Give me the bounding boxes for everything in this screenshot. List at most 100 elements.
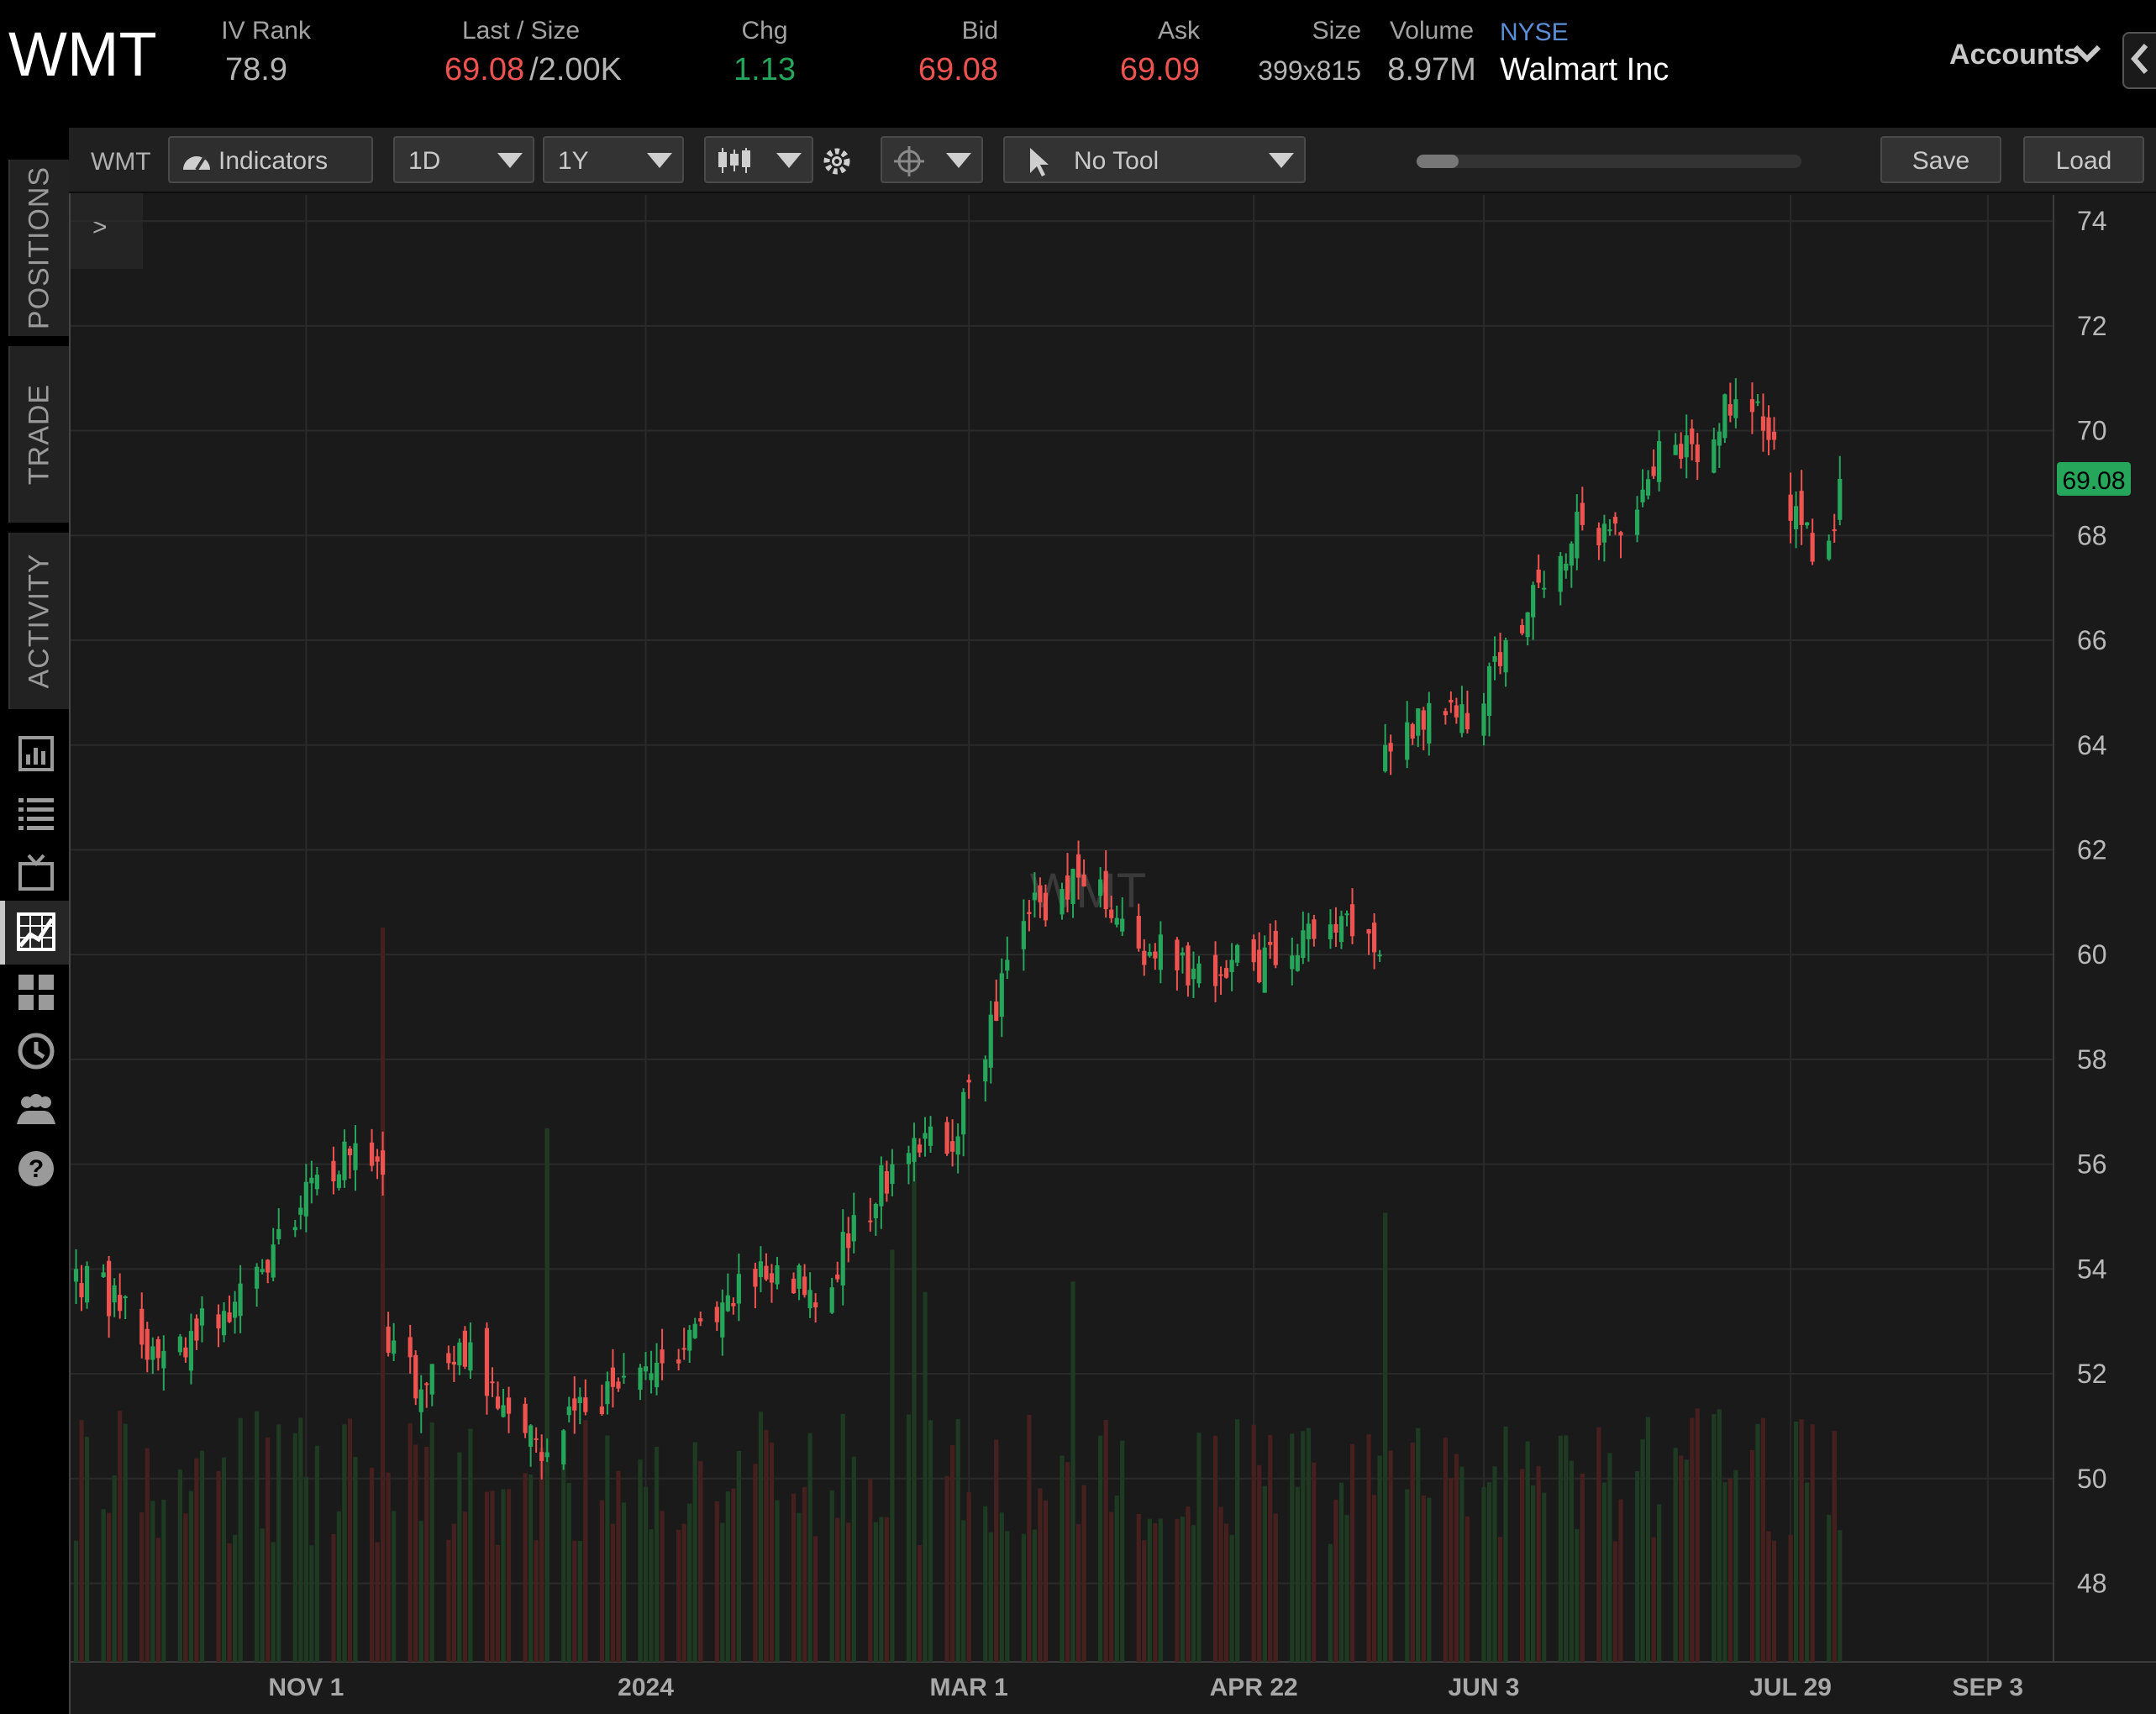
accounts-menu[interactable]: Accounts (1949, 39, 2080, 71)
zoom-slider[interactable] (1417, 155, 1801, 168)
range-value: 1Y (558, 147, 589, 175)
volume-bar (764, 1429, 769, 1662)
candle (884, 1171, 889, 1194)
candle (145, 1328, 150, 1360)
tab-activity[interactable]: ACTIVITY (8, 533, 69, 709)
candle (408, 1337, 413, 1358)
volume-bar (1717, 1409, 1722, 1662)
collapse-header-button[interactable] (2122, 32, 2156, 89)
volume-bar (687, 1503, 692, 1662)
candle (1575, 512, 1580, 559)
candle (917, 1144, 923, 1153)
candle (392, 1340, 397, 1354)
zoom-slider-thumb[interactable] (1417, 155, 1459, 168)
volume-bar (123, 1423, 128, 1662)
tv-icon[interactable] (13, 850, 59, 896)
volume-bar (1338, 1482, 1344, 1662)
volume-bar (846, 1522, 851, 1662)
volume-bar (112, 1475, 117, 1662)
help-icon[interactable]: ? (13, 1146, 59, 1191)
candle (266, 1259, 271, 1273)
candle (988, 1014, 993, 1068)
candle (1349, 904, 1355, 937)
header-symbol[interactable]: WMT (8, 19, 157, 89)
volume-bar (266, 1437, 271, 1662)
candle (1793, 506, 1799, 529)
save-button[interactable]: Save (1880, 136, 2001, 183)
volume-bar (736, 1450, 741, 1662)
volume-bar (1262, 1485, 1267, 1662)
interval-select[interactable]: 1D (393, 136, 534, 183)
last-size: /2.00K (529, 52, 622, 87)
iv-rank-value: 78.9 (225, 52, 287, 87)
volume-bar (1607, 1453, 1612, 1662)
candle (1684, 435, 1689, 458)
toolbar-symbol[interactable]: WMT (91, 148, 151, 176)
volume-bar (643, 1486, 649, 1662)
candle (983, 1059, 988, 1082)
y-tick-label: 70 (2077, 416, 2107, 446)
volume-bar (1158, 1518, 1163, 1662)
volume-bar (336, 1511, 342, 1662)
volume-bar (1575, 1528, 1580, 1662)
candle (490, 1381, 495, 1384)
volume-bar (616, 1470, 621, 1662)
drawing-tool-select[interactable]: No Tool (1003, 136, 1306, 183)
bid-value[interactable]: 69.08 (918, 52, 998, 87)
bid-cell: Bid 69.08 (899, 17, 998, 88)
candle (1481, 703, 1486, 736)
candle (1005, 960, 1010, 971)
candle (1027, 912, 1032, 914)
volume-bar (1558, 1435, 1563, 1662)
community-icon[interactable] (13, 1087, 59, 1133)
x-tick-label: JUN 3 (1448, 1674, 1519, 1701)
candle (1443, 711, 1448, 716)
volume-bar (1695, 1408, 1700, 1662)
volume-bar (79, 1420, 84, 1662)
ask-value[interactable]: 69.09 (1119, 52, 1200, 87)
candle (1827, 540, 1832, 560)
volume-bar (692, 1442, 697, 1662)
tab-positions[interactable]: POSITIONS (8, 160, 69, 336)
load-button[interactable]: Load (2023, 136, 2144, 183)
volume-bar (1372, 1495, 1377, 1662)
volume-bar (183, 1513, 188, 1662)
volume-bar (1771, 1540, 1777, 1662)
watchlist-icon[interactable] (13, 791, 59, 837)
volume-bar (1618, 1499, 1623, 1662)
candle (495, 1396, 501, 1409)
volume-bar (1596, 1427, 1601, 1662)
volume-bar (462, 1512, 467, 1662)
tab-trade[interactable]: TRADE (8, 346, 69, 523)
volume-bar (1273, 1513, 1278, 1662)
candle (1618, 532, 1623, 536)
volume-value: 8.97M (1387, 52, 1476, 87)
history-icon[interactable] (13, 1028, 59, 1074)
volume-bar (1038, 1488, 1043, 1662)
chart-icon[interactable] (13, 909, 59, 954)
grid-icon[interactable] (13, 970, 59, 1015)
volume-bar (1531, 1485, 1536, 1662)
volume-bar (118, 1411, 123, 1662)
volume-bar (484, 1491, 490, 1662)
volume-bar (561, 1450, 566, 1662)
candle (1114, 917, 1119, 925)
volume-bar (1196, 1433, 1202, 1662)
chart-style-select[interactable] (704, 136, 813, 183)
candle (1158, 934, 1163, 970)
candle (523, 1403, 528, 1433)
indicators-button[interactable]: Indicators (168, 136, 373, 183)
volume-bar (1459, 1466, 1465, 1662)
crosshair-select[interactable] (881, 136, 983, 183)
chart-panel-icon[interactable] (13, 731, 59, 776)
gear-icon[interactable] (820, 145, 854, 178)
candle (1520, 624, 1525, 634)
candle (1070, 869, 1075, 904)
volume-bar (375, 1542, 380, 1662)
candle (1175, 939, 1180, 970)
chevron-down-icon[interactable] (2070, 37, 2104, 71)
range-select[interactable]: 1Y (543, 136, 684, 183)
candle (692, 1323, 697, 1338)
candle (1486, 665, 1492, 716)
